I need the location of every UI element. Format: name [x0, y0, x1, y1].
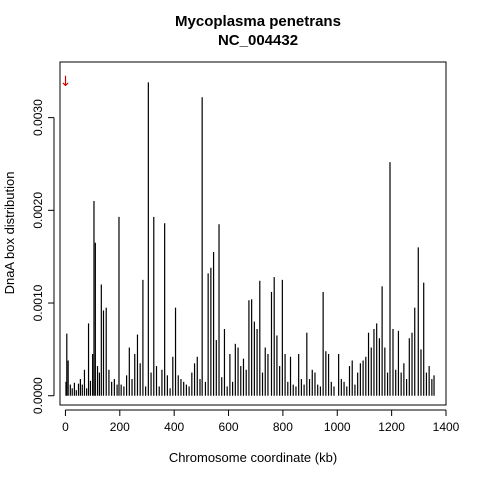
chart-title: Mycoplasma penetrans	[175, 13, 341, 30]
y-tick-label: 0.0010	[31, 284, 45, 321]
chart-subtitle: NC_004432	[218, 32, 298, 49]
x-tick-label: 0	[62, 420, 69, 434]
x-tick-label: 400	[164, 420, 184, 434]
y-axis: 0.0000 0.0010 0.0020 0.0030	[31, 99, 55, 414]
plot-frame	[59, 61, 447, 406]
y-axis-label: DnaA box distribution	[2, 172, 17, 295]
x-tick-label: 800	[273, 420, 293, 434]
x-tick-label: 1400	[433, 420, 460, 434]
origin-arrow-icon: ↓	[60, 74, 72, 90]
x-tick-label: 1000	[324, 420, 351, 434]
y-tick-label: 0.0020	[31, 192, 45, 229]
y-tick-label: 0.0000	[31, 377, 45, 414]
x-tick-label: 200	[110, 420, 130, 434]
bar-series	[65, 82, 435, 396]
x-tick-label: 1200	[378, 420, 405, 434]
y-tick-label: 0.0030	[31, 99, 45, 136]
origin-marker-layer: ↓	[60, 74, 72, 90]
x-axis-label: Chromosome coordinate (kb)	[169, 450, 337, 465]
x-axis: 0 200 400 600 800 1000 1200 1400	[62, 409, 460, 434]
x-tick-label: 600	[219, 420, 239, 434]
